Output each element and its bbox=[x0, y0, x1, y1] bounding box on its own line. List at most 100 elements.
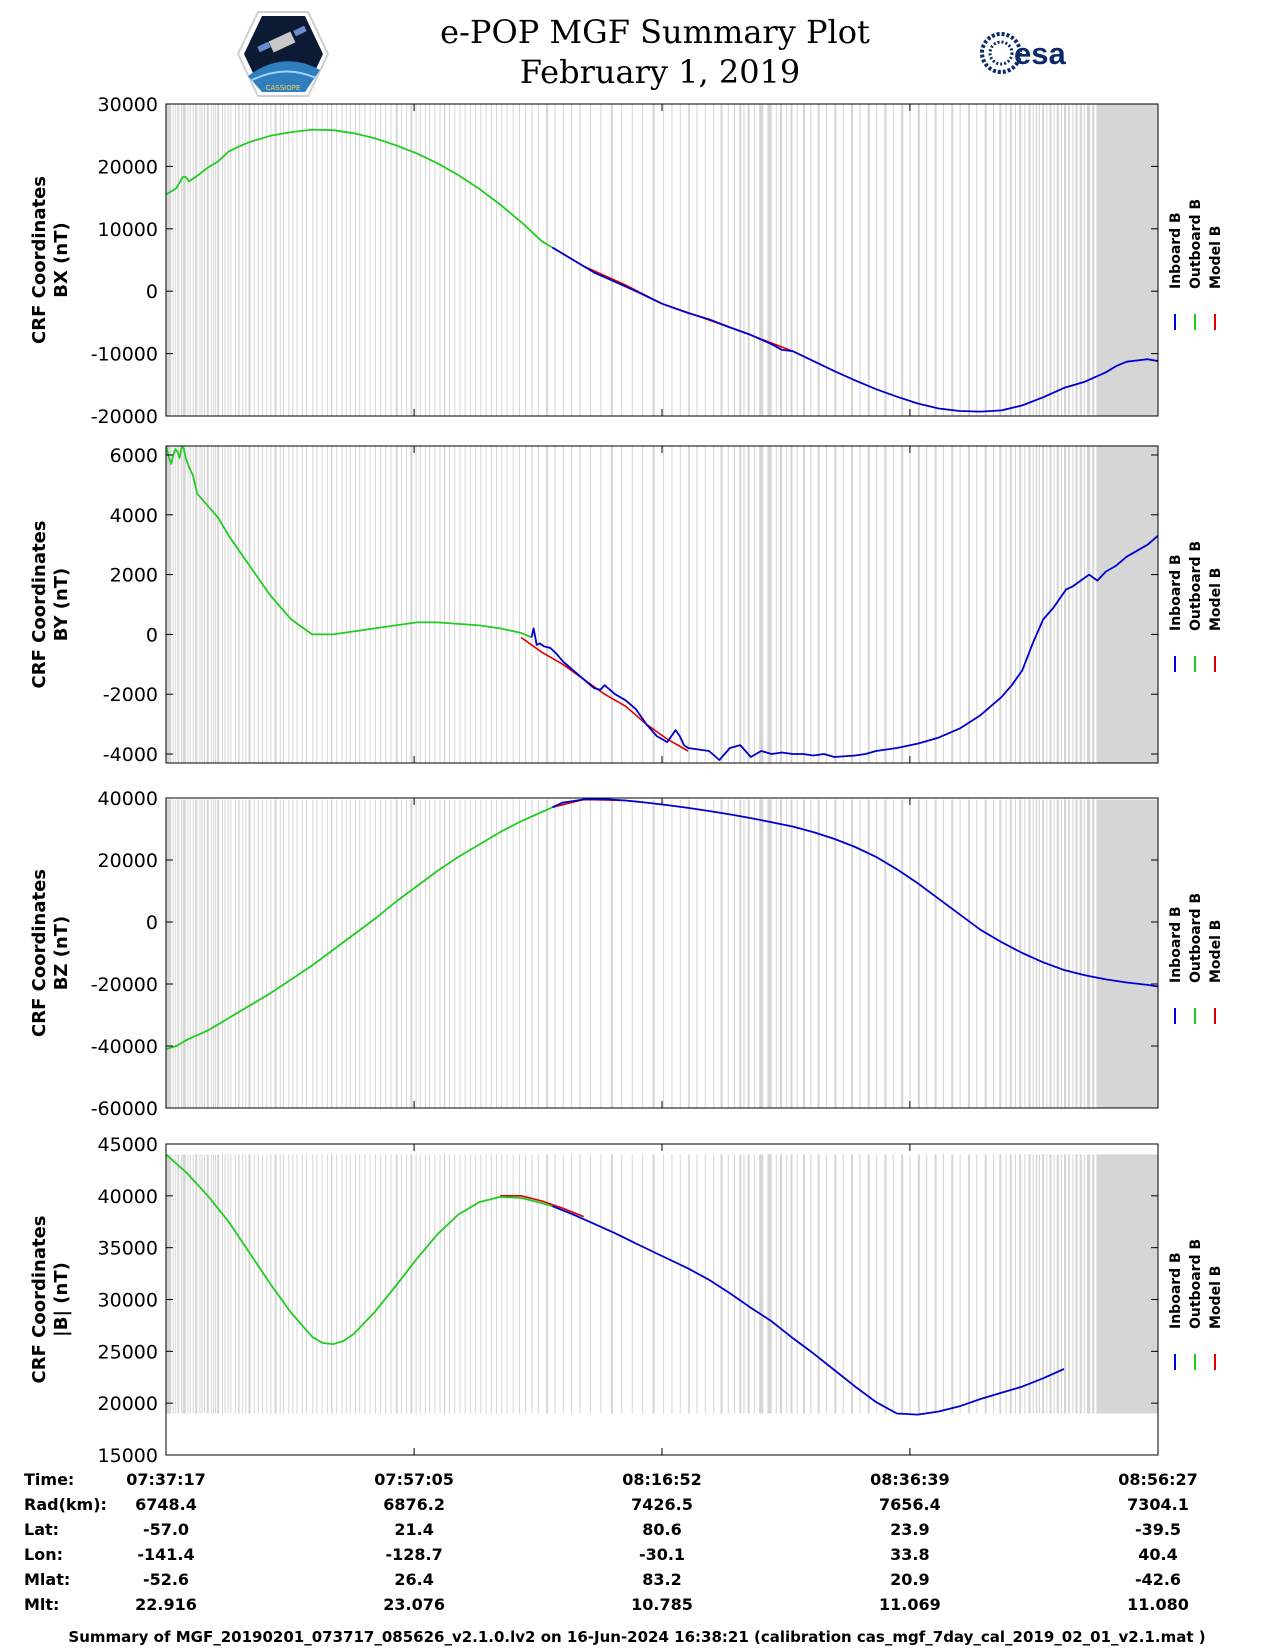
table-cell: 20.9 bbox=[890, 1570, 929, 1589]
gap-band bbox=[817, 104, 820, 416]
gap-band bbox=[279, 799, 281, 1108]
y-tick-label: 0 bbox=[146, 281, 158, 303]
gap-band bbox=[1075, 1154, 1078, 1414]
gap-band bbox=[1075, 446, 1078, 763]
gap-band bbox=[600, 799, 602, 1108]
gap-band bbox=[181, 799, 183, 1108]
table-cell: 26.4 bbox=[394, 1570, 433, 1589]
gap-band bbox=[454, 1154, 456, 1414]
gap-band bbox=[506, 1154, 508, 1414]
gap-band bbox=[696, 446, 698, 763]
gap-band bbox=[454, 799, 456, 1108]
gap-band bbox=[424, 799, 427, 1108]
gap-band bbox=[464, 446, 466, 763]
gap-band bbox=[459, 799, 461, 1108]
gap-band bbox=[330, 446, 333, 763]
gap-band bbox=[834, 799, 837, 1108]
table-row-label: Time: bbox=[24, 1470, 74, 1489]
gap-band bbox=[901, 446, 904, 763]
gap-band bbox=[859, 446, 861, 763]
gap-band bbox=[245, 799, 247, 1108]
gap-band bbox=[786, 799, 788, 1108]
esa-logo: esa bbox=[980, 32, 1066, 74]
gap-band bbox=[621, 799, 623, 1108]
gap-band bbox=[238, 446, 240, 763]
gap-band bbox=[212, 799, 214, 1108]
gap-band bbox=[204, 799, 206, 1108]
gap-band bbox=[210, 1154, 212, 1414]
gap-band bbox=[490, 799, 492, 1108]
gap-band bbox=[743, 446, 745, 763]
gap-band bbox=[415, 446, 417, 763]
gap-band bbox=[917, 446, 920, 763]
gap-band bbox=[380, 446, 382, 763]
gap-band bbox=[1019, 104, 1022, 416]
cassiope-logo-text: CASSIOPE bbox=[266, 84, 301, 92]
legend-label: Model B bbox=[1208, 226, 1224, 289]
gap-band bbox=[321, 799, 323, 1108]
gap-band bbox=[696, 799, 698, 1108]
gap-band bbox=[292, 1154, 294, 1414]
gap-band bbox=[796, 1154, 798, 1414]
y-tick-label: 0 bbox=[146, 912, 158, 934]
legend-label: Model B bbox=[1208, 920, 1224, 983]
gap-band bbox=[993, 104, 995, 416]
gap-band bbox=[942, 799, 944, 1108]
gap-band bbox=[480, 104, 482, 416]
gap-band bbox=[917, 104, 920, 416]
table-cell: 33.8 bbox=[890, 1545, 929, 1564]
gap-band bbox=[909, 446, 911, 763]
gap-band bbox=[589, 446, 591, 763]
gap-band bbox=[926, 446, 928, 763]
gap-band bbox=[359, 1154, 361, 1414]
gap-band bbox=[177, 446, 180, 763]
gap-band bbox=[704, 104, 706, 416]
gap-band bbox=[181, 104, 183, 416]
axes-box bbox=[165, 103, 1159, 417]
gap-band bbox=[951, 799, 954, 1108]
gap-band bbox=[810, 104, 812, 416]
gap-band bbox=[1079, 1154, 1082, 1414]
gap-band bbox=[182, 446, 186, 763]
gap-band bbox=[1024, 446, 1026, 763]
gap-band bbox=[720, 446, 723, 763]
gap-band bbox=[942, 446, 944, 763]
table-cell: 07:57:05 bbox=[374, 1470, 454, 1489]
gap-band bbox=[610, 799, 613, 1108]
gap-band bbox=[201, 446, 203, 763]
axes-box bbox=[165, 1143, 1159, 1456]
gap-band bbox=[713, 104, 715, 416]
gap-band bbox=[224, 1154, 226, 1414]
gap-band bbox=[400, 1154, 402, 1414]
gap-band bbox=[525, 446, 527, 763]
gap-band bbox=[976, 799, 978, 1108]
gap-band bbox=[901, 1154, 904, 1414]
outboard-b-line bbox=[166, 446, 532, 639]
gap-band bbox=[485, 1154, 487, 1414]
gap-band bbox=[1005, 446, 1007, 763]
table-row-label: Lat: bbox=[24, 1520, 59, 1539]
gap-band bbox=[206, 799, 209, 1108]
gap-band bbox=[512, 104, 514, 416]
gap-band bbox=[301, 1154, 303, 1414]
gap-band bbox=[316, 799, 318, 1108]
gap-band bbox=[537, 446, 539, 763]
gap-band bbox=[747, 1154, 750, 1414]
gap-band bbox=[518, 1154, 520, 1414]
gap-band bbox=[579, 1154, 581, 1414]
gap-band bbox=[355, 446, 357, 763]
gap-band bbox=[696, 1154, 698, 1414]
gap-band bbox=[663, 799, 665, 1108]
gap-band bbox=[439, 799, 441, 1108]
gap-band bbox=[802, 799, 806, 1108]
gap-band bbox=[230, 1154, 232, 1414]
legend: Inboard B Outboard B Model B bbox=[1168, 541, 1224, 672]
gap-band bbox=[727, 446, 729, 763]
gap-band bbox=[1038, 799, 1041, 1108]
gap-band bbox=[1060, 104, 1062, 416]
gap-band bbox=[364, 1154, 366, 1414]
gap-band bbox=[459, 446, 461, 763]
gap-band bbox=[663, 446, 665, 763]
gap-band bbox=[282, 104, 284, 416]
gap-band bbox=[210, 799, 212, 1108]
